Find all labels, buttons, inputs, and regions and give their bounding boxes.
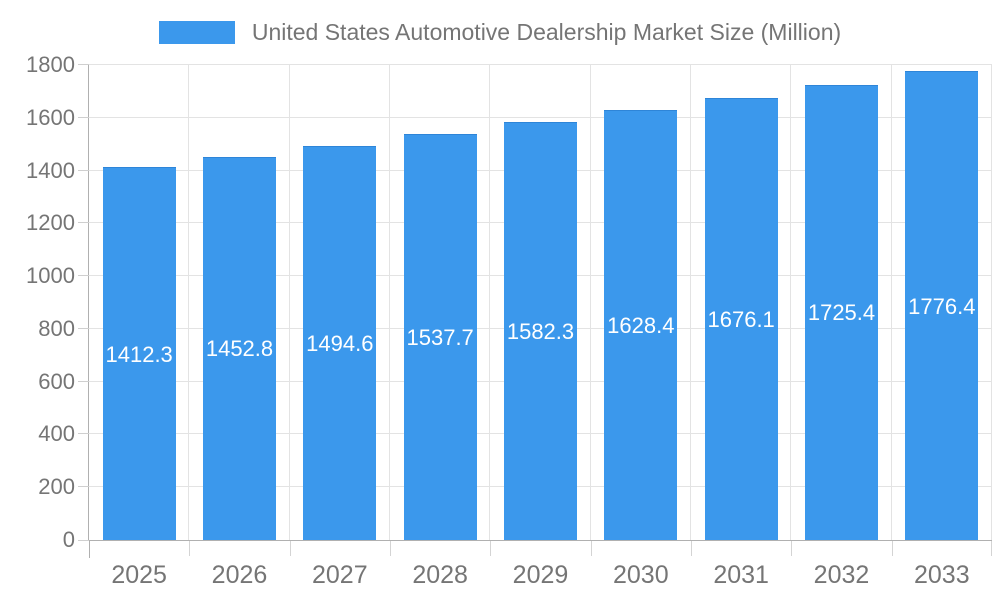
bar[interactable]: 1494.6 bbox=[303, 145, 377, 540]
x-axis-tick bbox=[791, 541, 793, 556]
bar[interactable]: 1628.4 bbox=[604, 110, 678, 540]
x-gridline bbox=[890, 65, 892, 540]
x-gridline bbox=[489, 65, 491, 540]
bar[interactable]: 1725.4 bbox=[805, 84, 878, 540]
y-axis-tick bbox=[78, 116, 89, 118]
y-axis-tick bbox=[78, 433, 89, 435]
x-axis-tick bbox=[89, 541, 90, 558]
y-axis-tick bbox=[78, 222, 89, 224]
bar-value-label: 1537.7 bbox=[406, 325, 474, 351]
legend-swatch-icon bbox=[158, 20, 235, 44]
bar-value-label: 1776.4 bbox=[908, 293, 976, 319]
y-axis-tick-label: 1000 bbox=[26, 263, 75, 289]
x-axis-tick bbox=[289, 541, 291, 556]
y-axis-tick-label: 400 bbox=[38, 421, 75, 447]
bar-value-label: 1582.3 bbox=[506, 319, 575, 345]
y-axis-tick bbox=[78, 380, 89, 382]
x-gridline bbox=[589, 65, 591, 540]
bar-value-label: 1494.6 bbox=[306, 330, 374, 356]
bar-value-label: 1676.1 bbox=[707, 306, 775, 332]
y-axis-tick-label: 1800 bbox=[26, 52, 75, 77]
bar[interactable]: 1412.3 bbox=[102, 167, 176, 540]
x-axis-tick-label: 2025 bbox=[111, 561, 167, 589]
y-axis-tick bbox=[78, 169, 89, 171]
legend-item[interactable]: United States Automotive Dealership Mark… bbox=[0, 14, 1000, 50]
bar[interactable]: 1776.4 bbox=[905, 71, 979, 540]
x-axis-tick bbox=[991, 541, 992, 556]
x-axis-tick-label: 2033 bbox=[914, 561, 970, 589]
x-gridline bbox=[188, 65, 190, 540]
x-axis-tick-label: 2031 bbox=[713, 561, 769, 589]
x-axis-tick-label: 2027 bbox=[312, 561, 368, 589]
bar[interactable]: 1676.1 bbox=[704, 97, 778, 540]
y-axis-tick bbox=[78, 327, 89, 329]
y-axis-tick bbox=[78, 540, 89, 541]
x-axis-tick-label: 2029 bbox=[512, 561, 569, 589]
y-axis-tick-label: 600 bbox=[38, 368, 75, 394]
y-axis-tick bbox=[78, 486, 89, 488]
y-axis-tick-label: 0 bbox=[62, 527, 75, 552]
bar-value-label: 1628.4 bbox=[607, 313, 675, 339]
plot-area: 0 200 400 600 800 1000 1200 1400 1600 1800 1412.3 2… bbox=[26, 52, 992, 589]
x-axis-tick bbox=[891, 541, 893, 556]
bar[interactable]: 1537.7 bbox=[403, 134, 477, 540]
bar[interactable]: 1452.8 bbox=[203, 156, 276, 540]
x-axis-tick-label: 2026 bbox=[211, 561, 268, 589]
x-axis-tick bbox=[490, 541, 492, 556]
x-axis-tick bbox=[590, 541, 592, 556]
x-gridline bbox=[690, 65, 691, 540]
y-axis-tick bbox=[78, 64, 89, 65]
y-gridline bbox=[89, 116, 992, 118]
x-gridline bbox=[288, 65, 290, 540]
y-axis-tick-label: 1400 bbox=[26, 157, 75, 183]
x-axis-tick-label: 2028 bbox=[412, 561, 468, 589]
x-gridline bbox=[790, 65, 792, 540]
y-axis-tick-label: 200 bbox=[38, 474, 75, 500]
y-axis-tick-label: 1200 bbox=[26, 210, 75, 236]
bar[interactable]: 1582.3 bbox=[504, 122, 577, 540]
legend-label: United States Automotive Dealership Mark… bbox=[251, 18, 842, 45]
bar-value-label: 1452.8 bbox=[205, 336, 274, 362]
x-axis-tick-label: 2030 bbox=[613, 561, 669, 589]
bar-value-label: 1412.3 bbox=[105, 341, 173, 367]
y-axis-tick-label: 800 bbox=[38, 315, 75, 341]
y-gridline bbox=[89, 64, 992, 65]
x-axis-tick-label: 2032 bbox=[813, 561, 870, 589]
bar-value-label: 1725.4 bbox=[807, 300, 876, 326]
x-gridline bbox=[991, 65, 992, 540]
x-axis-tick bbox=[390, 541, 391, 556]
y-axis-tick bbox=[78, 275, 89, 277]
x-axis-tick bbox=[691, 541, 692, 556]
x-gridline bbox=[389, 65, 390, 540]
y-axis-tick-label: 1600 bbox=[26, 104, 75, 130]
x-axis-tick bbox=[189, 541, 191, 556]
